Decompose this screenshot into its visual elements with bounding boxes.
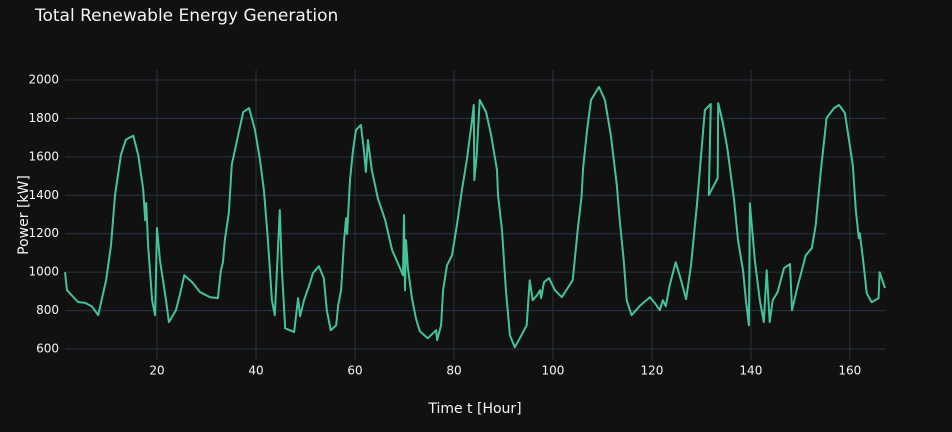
x-tick-label: 100: [541, 364, 564, 378]
y-tick-label: 1200: [28, 226, 59, 240]
data-line: [64, 85, 886, 349]
y-tick-label: 1600: [28, 149, 59, 163]
y-tick-label: 1400: [28, 188, 59, 202]
x-tick-label: 140: [739, 364, 762, 378]
x-tick-label: 120: [640, 364, 663, 378]
x-tick-label: 160: [838, 364, 861, 378]
y-tick-label: 1000: [28, 265, 59, 279]
y-axis-title: Power [kW]: [16, 175, 32, 255]
x-tick-label: 60: [347, 364, 362, 378]
chart-title: Total Renewable Energy Generation: [34, 6, 338, 26]
y-tick-label: 600: [36, 342, 59, 356]
y-tick-label: 800: [36, 303, 59, 317]
x-tick-label: 80: [446, 364, 461, 378]
x-tick-label: 20: [149, 364, 164, 378]
y-tick-label: 2000: [28, 72, 59, 86]
x-axis-title: Time t [Hour]: [427, 401, 521, 417]
y-tick-label: 1800: [28, 111, 59, 125]
x-tick-label: 40: [248, 364, 263, 378]
